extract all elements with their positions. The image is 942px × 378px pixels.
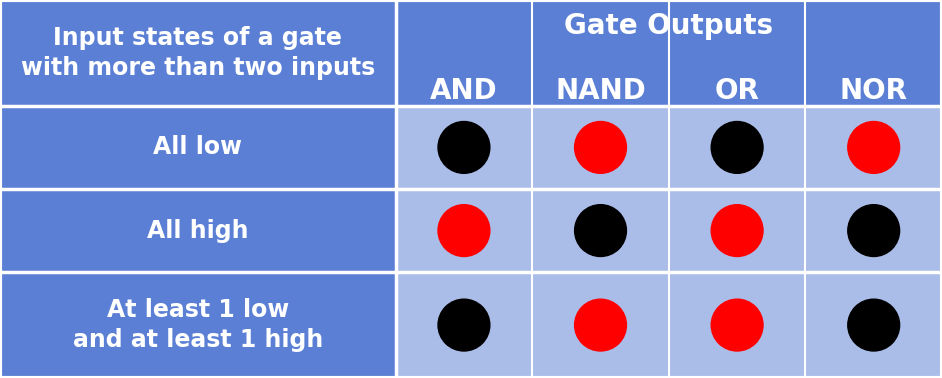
Ellipse shape [848,121,900,174]
Text: OR: OR [715,77,759,105]
Ellipse shape [575,299,626,351]
Text: NAND: NAND [555,77,646,105]
Bar [396,272,942,378]
Ellipse shape [848,204,900,257]
Text: Gate Outputs: Gate Outputs [564,12,773,40]
Text: At least 1 low
and at least 1 high: At least 1 low and at least 1 high [73,298,323,352]
Bar [396,189,942,272]
Ellipse shape [438,204,490,257]
Text: Input states of a gate
with more than two inputs: Input states of a gate with more than tw… [21,26,375,80]
Ellipse shape [711,204,763,257]
Text: All low: All low [154,135,242,160]
Bar [396,0,942,106]
Ellipse shape [711,299,763,351]
Text: AND: AND [430,77,497,105]
Text: All high: All high [147,218,249,243]
Ellipse shape [848,299,900,351]
Ellipse shape [711,121,763,174]
Text: NOR: NOR [839,77,908,105]
Bar [396,106,942,189]
Ellipse shape [438,121,490,174]
Bar [0,0,396,378]
Ellipse shape [575,204,626,257]
Ellipse shape [438,299,490,351]
Ellipse shape [575,121,626,174]
